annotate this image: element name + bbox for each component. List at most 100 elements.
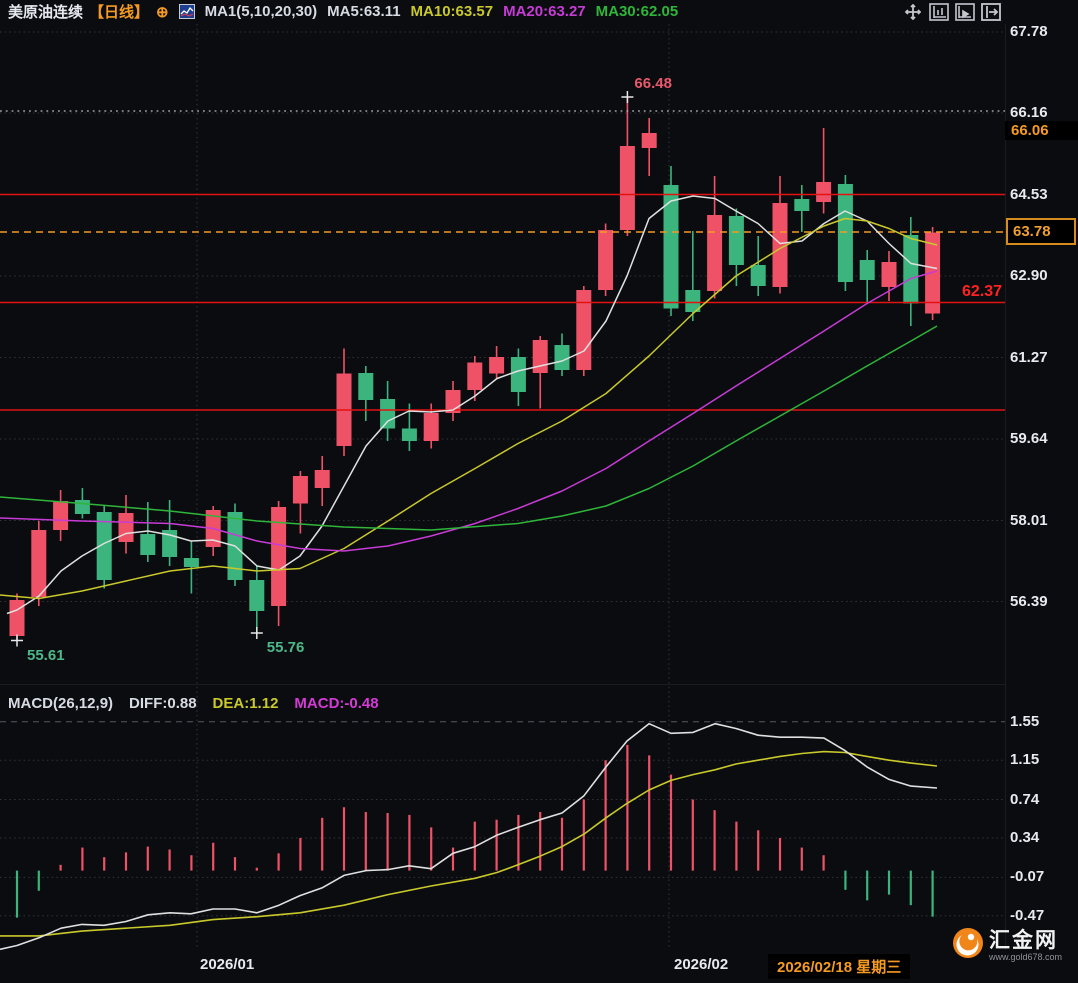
period-label[interactable]: 【日线】 [89, 4, 150, 21]
ma-settings-label: MA1(5,10,20,30) [204, 3, 318, 20]
site-watermark[interactable]: 汇金网 www.gold678.com [952, 927, 1062, 964]
ma5-value: MA5:63.11 [327, 3, 401, 20]
current-date-badge: 2026/02/18 星期三 [768, 954, 911, 979]
shift-pane-icon[interactable] [979, 2, 1002, 22]
candle-body [598, 230, 614, 290]
logo-title: 汇金网 [989, 928, 1058, 952]
ma30-line [0, 325, 938, 531]
candle-body [358, 373, 374, 400]
macd-axis-label: 1.55 [1010, 712, 1040, 730]
candle-body [53, 501, 69, 530]
logo-url: www.gold678.com [989, 951, 1063, 962]
candle-body [816, 182, 832, 202]
price-axis-label: 61.27 [1010, 348, 1048, 366]
candle-body [576, 290, 592, 370]
low-price-annotation: 55.61 [27, 646, 65, 664]
candle-body [183, 558, 199, 567]
diff-line [0, 722, 938, 951]
price-axis-label: 64.53 [1010, 185, 1048, 203]
macd-line-layer [0, 722, 938, 951]
macd-dea-value: DEA:1.12 [212, 695, 279, 712]
price-axis-label: 62.90 [1010, 267, 1048, 284]
chart-header: 美原油连续 【日线】 ⊕ MA1(5,10,20,30) MA5:63.11 M… [0, 0, 1078, 23]
low-price-annotation: 55.76 [266, 639, 305, 656]
candle-body [728, 216, 744, 265]
left-axis-chart-icon[interactable] [927, 2, 950, 22]
x-axis-month-february: 2026/02 [674, 956, 729, 973]
macd-axis-label: 0.74 [1010, 790, 1040, 808]
kline-style-icon[interactable] [178, 4, 195, 19]
candle-body [619, 146, 635, 230]
ma10-line [0, 217, 938, 600]
symbol-name: 美原油连续 [8, 4, 84, 21]
macd-axis-label: 1.15 [1010, 751, 1040, 769]
pane-divider [0, 684, 1005, 685]
candle-body [794, 199, 810, 211]
candle-body [423, 413, 439, 441]
macd-settings-label: MACD(26,12,9) [8, 695, 114, 712]
candle-body [31, 530, 47, 597]
candle-body [249, 580, 265, 611]
macd-axis-label: -0.47 [1010, 906, 1045, 924]
pan-tool-icon[interactable] [901, 2, 924, 22]
logo-icon [952, 927, 984, 964]
candle-body [685, 290, 701, 312]
candle-body [641, 133, 657, 148]
ma20-value: MA20:63.27 [503, 3, 586, 20]
overlay-line-layer [0, 110, 1005, 411]
candle-body [140, 534, 156, 555]
alert-price-label: 62.37 [961, 283, 1002, 300]
candle-body [881, 262, 897, 287]
candle-body [292, 476, 308, 504]
candle-body [96, 512, 112, 580]
crosshair-price-label: 66.06 [1005, 121, 1078, 140]
candle-body [271, 507, 287, 606]
candle-body [162, 530, 178, 557]
ma10-value: MA10:63.57 [410, 3, 494, 20]
candle-body [772, 203, 788, 287]
high-price-annotation: 66.48 [634, 75, 672, 92]
last-price-badge: 63.78 [1006, 218, 1076, 245]
candlestick-layer [9, 97, 941, 641]
ma20-line [0, 270, 938, 552]
logo-text: 汇金网 www.gold678.com [989, 928, 1063, 962]
candle-body [489, 357, 505, 374]
candle-body [314, 470, 330, 488]
x-axis-month-january: 2026/01 [200, 956, 255, 973]
add-indicator-icon[interactable]: ⊕ [156, 3, 169, 21]
candle-body [118, 513, 134, 542]
ma30-value: MA30:62.05 [595, 3, 679, 20]
ma5-line [6, 195, 938, 615]
gridline-layer [0, 24, 1005, 950]
candle-body [859, 260, 875, 280]
right-axis-chart-icon[interactable] [953, 2, 976, 22]
candle-body [74, 500, 90, 514]
candle-body [510, 357, 526, 392]
macd-axis-label: 0.34 [1010, 828, 1040, 846]
ma-layer [0, 195, 938, 615]
price-axis-label: 56.39 [1010, 592, 1048, 610]
candle-body [532, 340, 548, 373]
candle-body [903, 235, 919, 304]
candle-body [707, 215, 723, 291]
macd-histogram-layer [15, 744, 934, 918]
marker-layer [11, 91, 634, 647]
candle-body [401, 428, 417, 441]
price-axis-label: 66.16 [1010, 104, 1048, 121]
dea-line [0, 750, 938, 937]
candle-body [554, 345, 570, 370]
candle-body [467, 362, 483, 390]
price-axis-label: 59.64 [1010, 430, 1048, 447]
chart-toolbar [901, 2, 1002, 22]
macd-axis-label: -0.07 [1010, 868, 1045, 886]
candle-body [380, 399, 396, 429]
macd-header: MACD(26,12,9) DIFF:0.88 DEA:1.12 MACD:-0… [8, 695, 379, 712]
macd-diff-value: DIFF:0.88 [129, 695, 197, 712]
candle-body [837, 184, 853, 282]
price-axis-label: 67.78 [1010, 23, 1048, 40]
candle-body [663, 185, 679, 309]
axis-divider [1005, 24, 1006, 950]
macd-value: MACD:-0.48 [294, 695, 379, 712]
